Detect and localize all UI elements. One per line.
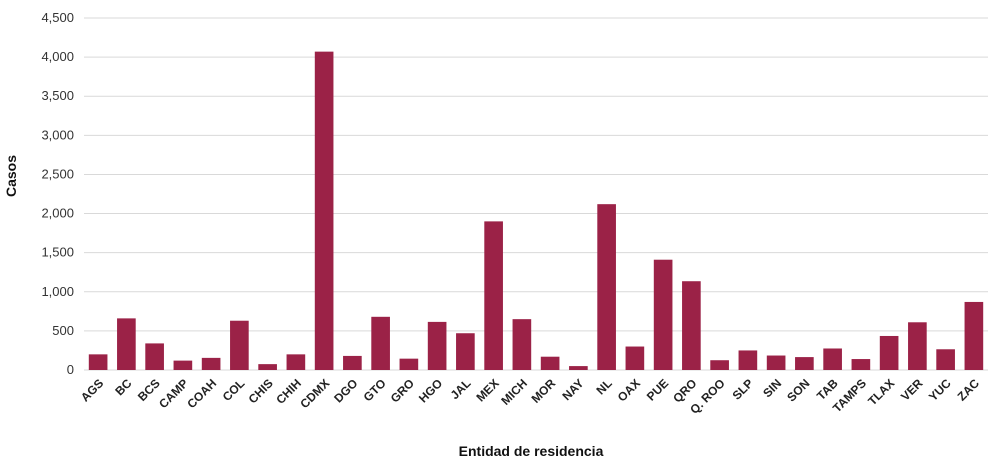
bar-hgo xyxy=(427,321,447,370)
bar-chis xyxy=(258,364,277,370)
y-tick-label: 3,000 xyxy=(41,127,74,142)
bar-bc xyxy=(117,318,136,370)
bar-tab xyxy=(823,348,842,370)
x-tick-label: CHIS xyxy=(246,376,276,406)
bar-jal xyxy=(456,333,475,370)
x-tick-label: COAH xyxy=(184,376,219,411)
x-tick-label: MEX xyxy=(473,376,501,404)
bar-col xyxy=(230,320,249,370)
x-tick-label: DGO xyxy=(331,376,360,405)
bar-ver xyxy=(908,322,927,370)
bar-pue xyxy=(653,259,673,370)
x-tick-label: ZAC xyxy=(955,376,983,404)
x-tick-label: GRO xyxy=(388,376,417,405)
grid-lines xyxy=(84,17,988,371)
bar-gro xyxy=(399,358,419,370)
bar-coah xyxy=(201,357,221,370)
bar-oax xyxy=(625,346,645,370)
x-tick-label: BC xyxy=(112,376,134,398)
y-tick-label: 2,000 xyxy=(41,206,74,221)
bar-sin xyxy=(766,355,786,370)
x-tick-label: SIN xyxy=(760,376,784,400)
bar-ags xyxy=(88,354,108,370)
x-tick-label: PUE xyxy=(644,376,671,403)
bar-mor xyxy=(540,356,560,370)
x-tick-label: COL xyxy=(220,376,248,404)
x-tick-label: VER xyxy=(898,376,926,404)
bar-mich xyxy=(512,319,532,370)
y-tick-label: 1,000 xyxy=(41,284,74,299)
y-tick-label: 3,500 xyxy=(41,88,74,103)
x-tick-label: MOR xyxy=(529,376,559,406)
bar-gto xyxy=(371,316,390,370)
y-axis-title: Casos xyxy=(3,155,19,197)
x-tick-label: TLAX xyxy=(865,376,897,408)
bar-camp xyxy=(173,360,193,370)
bar-slp xyxy=(738,350,758,370)
x-tick-label: SLP xyxy=(730,376,756,402)
x-tick-label: NL xyxy=(594,376,615,397)
bar-tlax xyxy=(879,335,899,370)
bar-dgo xyxy=(343,355,362,370)
x-tick-label: CAMP xyxy=(156,376,191,411)
x-tick-label: SON xyxy=(784,376,812,404)
y-axis-ticks: 0 500 1,000 1,500 2,000 2,500 3,000 3,500 4,000 4… xyxy=(41,10,74,377)
y-tick-label: 2,500 xyxy=(41,166,74,181)
bar-yuc xyxy=(936,349,955,370)
bar-q-roo xyxy=(710,360,729,370)
x-axis-title: Entidad de residencia xyxy=(459,443,604,458)
x-tick-label: AGS xyxy=(78,376,106,404)
x-tick-label: OAX xyxy=(615,376,643,404)
bars xyxy=(88,51,984,370)
bar-bcs xyxy=(145,343,164,370)
x-tick-label: NAY xyxy=(559,376,586,403)
x-tick-label: YUC xyxy=(926,376,954,404)
bar-zac xyxy=(964,301,984,370)
y-tick-label: 4,500 xyxy=(41,10,74,25)
bar-mex xyxy=(484,221,503,370)
y-tick-label: 4,000 xyxy=(41,49,74,64)
y-tick-label: 1,500 xyxy=(41,245,74,260)
bar-chih xyxy=(286,354,306,370)
y-tick-label: 500 xyxy=(52,323,74,338)
x-tick-label: HGO xyxy=(416,376,445,405)
x-tick-label: JAL xyxy=(448,376,474,402)
bar-tamps xyxy=(851,359,871,370)
bar-qro xyxy=(682,281,701,370)
bar-cdmx xyxy=(314,51,334,370)
y-tick-label: 0 xyxy=(67,362,74,377)
bar-nl xyxy=(597,204,616,370)
x-tick-label: MICH xyxy=(498,376,530,408)
bar-nay xyxy=(569,366,588,370)
x-tick-label: CDMX xyxy=(297,376,332,411)
bar-son xyxy=(795,357,814,370)
x-tick-label: GTO xyxy=(361,376,389,404)
